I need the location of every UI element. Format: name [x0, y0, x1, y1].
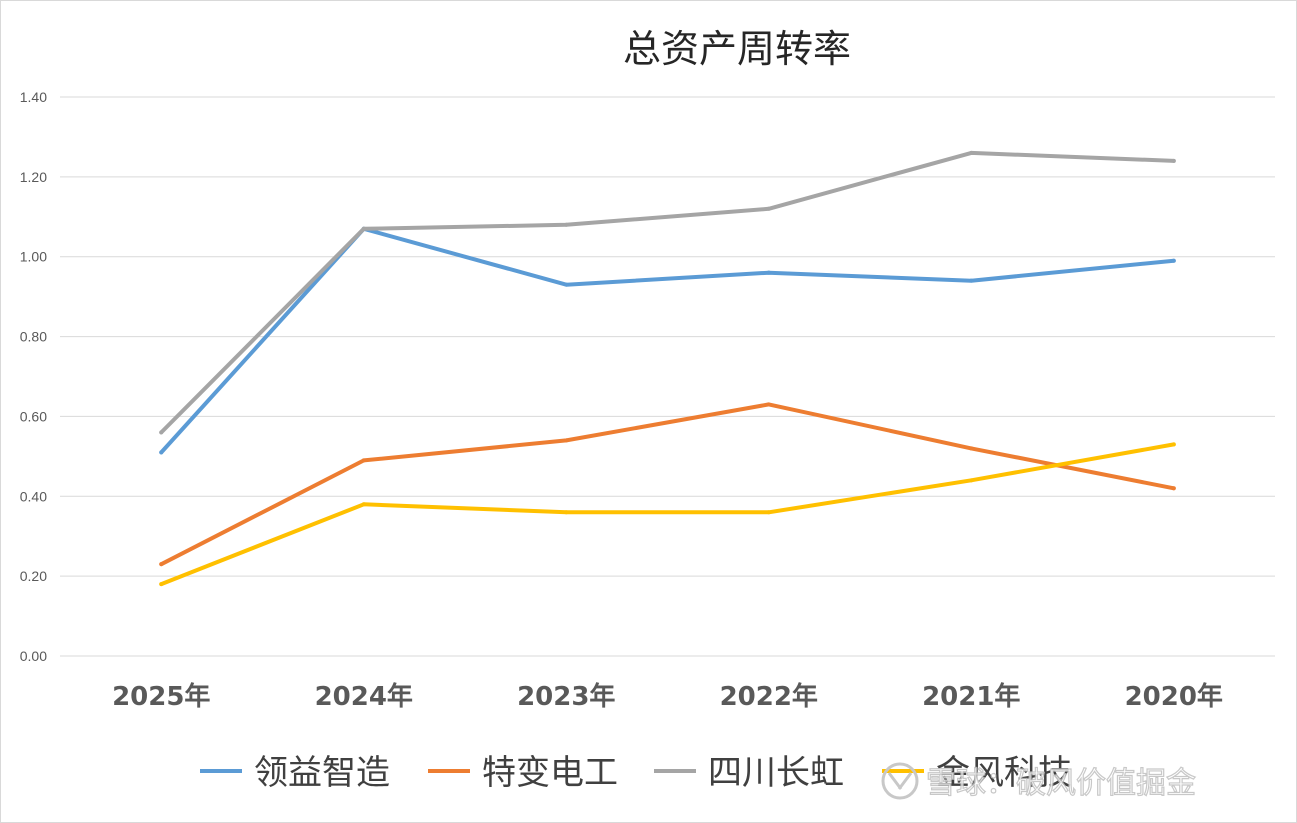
y-axis-ticks: 0.00 0.20 0.40 0.60 0.80 1.00 1.20 1.40	[20, 89, 47, 664]
data-point	[159, 430, 164, 435]
data-point	[1171, 442, 1176, 447]
legend-label: 领益智造	[254, 753, 390, 793]
data-point	[766, 270, 771, 275]
watermark: 雪球：破风价值掘金	[881, 762, 1197, 802]
data-point	[969, 278, 974, 283]
series-line-0	[159, 226, 1176, 455]
x-tick-label: 2020年	[1125, 681, 1223, 712]
y-tick-label: 0.20	[20, 568, 47, 584]
x-tick-label: 2021年	[922, 681, 1020, 712]
data-point	[1171, 258, 1176, 263]
data-point	[159, 582, 164, 587]
y-tick-label: 1.20	[20, 169, 47, 185]
x-tick-label: 2025年	[112, 681, 210, 712]
legend-label: 四川长虹	[708, 753, 844, 793]
watermark-text: 雪球：破风价值掘金	[926, 766, 1196, 801]
data-point	[766, 402, 771, 407]
x-tick-label: 2022年	[720, 681, 818, 712]
snowball-logo-mark	[887, 772, 913, 790]
legend-label: 特变电工	[482, 753, 618, 793]
snowball-logo-icon	[881, 762, 919, 800]
data-point	[564, 282, 569, 287]
y-tick-label: 0.80	[20, 329, 47, 345]
y-tick-label: 0.60	[20, 408, 47, 424]
data-point	[969, 478, 974, 483]
y-tick-label: 1.40	[20, 89, 47, 105]
data-point	[159, 562, 164, 567]
data-point	[564, 222, 569, 227]
data-point	[1171, 486, 1176, 491]
data-point	[361, 458, 366, 463]
data-point	[766, 206, 771, 211]
series-line-2	[159, 150, 1176, 435]
data-point	[766, 510, 771, 515]
data-point	[564, 438, 569, 443]
series-line-3	[159, 442, 1176, 587]
data-point	[969, 446, 974, 451]
series-lines	[159, 150, 1176, 587]
legend: 领益智造 特变电工 四川长虹 金风科技	[200, 753, 1072, 793]
data-point	[361, 502, 366, 507]
data-point	[969, 150, 974, 155]
y-tick-label: 1.00	[20, 249, 47, 265]
data-point	[159, 450, 164, 455]
y-tick-label: 0.00	[20, 648, 47, 664]
y-tick-label: 0.40	[20, 488, 47, 504]
data-point	[361, 226, 366, 231]
gridlines	[60, 96, 1275, 657]
data-point	[564, 510, 569, 515]
x-axis-ticks: 2025年 2024年 2023年 2022年 2021年 2020年	[112, 681, 1223, 712]
x-tick-label: 2024年	[315, 681, 413, 712]
data-point	[1171, 158, 1176, 163]
series-line-1	[159, 402, 1176, 567]
legend-label: 金风科技	[936, 753, 1072, 793]
x-tick-label: 2023年	[517, 681, 615, 712]
chart-title: 总资产周转率	[623, 27, 851, 71]
